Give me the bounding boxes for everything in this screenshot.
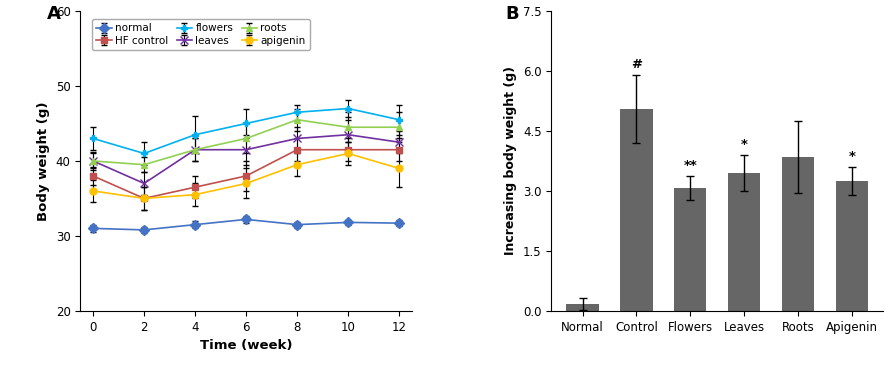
Bar xyxy=(674,188,706,311)
Y-axis label: Increasing body weight (g): Increasing body weight (g) xyxy=(505,67,517,255)
Text: **: ** xyxy=(683,159,698,172)
Y-axis label: Body weight (g): Body weight (g) xyxy=(37,101,50,221)
Legend: normal, HF control, flowers, leaves, roots, apigenin: normal, HF control, flowers, leaves, roo… xyxy=(92,19,310,50)
Text: A: A xyxy=(47,5,61,23)
Text: *: * xyxy=(740,138,747,151)
Bar xyxy=(836,181,868,311)
Bar xyxy=(620,109,653,311)
Bar xyxy=(781,157,814,311)
Bar xyxy=(566,304,599,311)
Text: #: # xyxy=(631,58,642,71)
Text: B: B xyxy=(505,5,518,23)
Text: *: * xyxy=(848,150,855,163)
X-axis label: Time (week): Time (week) xyxy=(200,339,293,352)
Bar xyxy=(728,173,760,311)
